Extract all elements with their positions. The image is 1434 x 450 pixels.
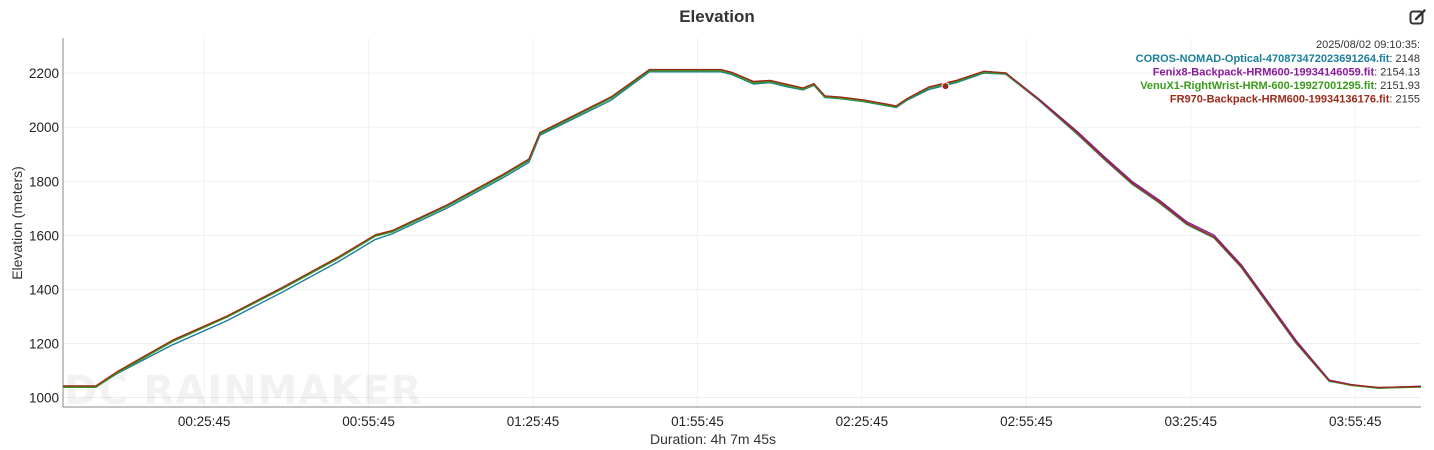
- hover-marker: [941, 82, 950, 91]
- legend-entry: FR970-Backpack-HRM600-19934136176.fit: 2…: [1170, 94, 1420, 106]
- legend-series-value: : 2155: [1389, 94, 1420, 106]
- watermark: DC RAINMAKER: [64, 368, 422, 414]
- legend: 2025/08/02 09:10:35: COROS-NOMAD-Optical-…: [1136, 39, 1420, 106]
- plot-series: [63, 68, 1422, 389]
- legend-series-value: : 2151.93: [1374, 80, 1420, 92]
- chart-title: Elevation: [679, 7, 755, 26]
- y-tick-label: 2200: [29, 66, 59, 81]
- axes: [62, 38, 1421, 408]
- legend-series-name: FR970-Backpack-HRM600-19934136176.fit: [1170, 94, 1390, 106]
- y-tick-label: 1000: [29, 391, 59, 406]
- legend-series-name: COROS-NOMAD-Optical-470873472023691264.f…: [1136, 53, 1390, 65]
- y-tick-label: 1200: [29, 336, 59, 351]
- x-axis-title: Duration: 4h 7m 45s: [650, 431, 776, 447]
- legend-series-value: : 2148: [1389, 53, 1420, 65]
- x-tick-label: 00:55:45: [342, 414, 395, 429]
- y-axis-title: Elevation (meters): [9, 166, 25, 280]
- series-line-3: [63, 70, 1422, 389]
- y-tick-label: 2000: [29, 120, 59, 135]
- x-tick-label: 03:55:45: [1329, 414, 1382, 429]
- x-tick-label: 02:55:45: [1000, 414, 1053, 429]
- edit-icon[interactable]: [1408, 7, 1428, 27]
- y-tick-label: 1800: [29, 174, 59, 189]
- legend-series-name: Fenix8-Backpack-HRM600-19934146059.fit: [1153, 67, 1375, 79]
- hover-marker-dot: [941, 82, 950, 91]
- grid-lines: [63, 38, 1421, 407]
- legend-series-name: VenuX1-RightWrist-HRM-600-19927001295.fi…: [1140, 80, 1374, 92]
- legend-entry: COROS-NOMAD-Optical-470873472023691264.f…: [1136, 53, 1420, 65]
- legend-series-value: : 2154.13: [1374, 67, 1420, 79]
- series-line-4: [63, 68, 1422, 389]
- x-tick-label: 02:25:45: [836, 414, 889, 429]
- legend-entry: VenuX1-RightWrist-HRM-600-19927001295.fi…: [1140, 80, 1420, 92]
- x-tick-label: 01:25:45: [507, 414, 560, 429]
- x-tick-label: 03:25:45: [1165, 414, 1218, 429]
- y-tick-label: 1400: [29, 282, 59, 297]
- tick-labels: 1000 1200 1400 1600 1800 2000 2200 00:25:45 00:5…: [29, 66, 1382, 429]
- series-line-1: [63, 71, 1422, 389]
- legend-entry: Fenix8-Backpack-HRM600-19934146059.fit: …: [1153, 67, 1420, 79]
- legend-timestamp: 2025/08/02 09:10:35:: [1316, 39, 1420, 51]
- y-tick-label: 1600: [29, 228, 59, 243]
- series-line-2: [63, 69, 1422, 389]
- x-tick-label: 00:25:45: [178, 414, 231, 429]
- x-tick-label: 01:55:45: [671, 414, 724, 429]
